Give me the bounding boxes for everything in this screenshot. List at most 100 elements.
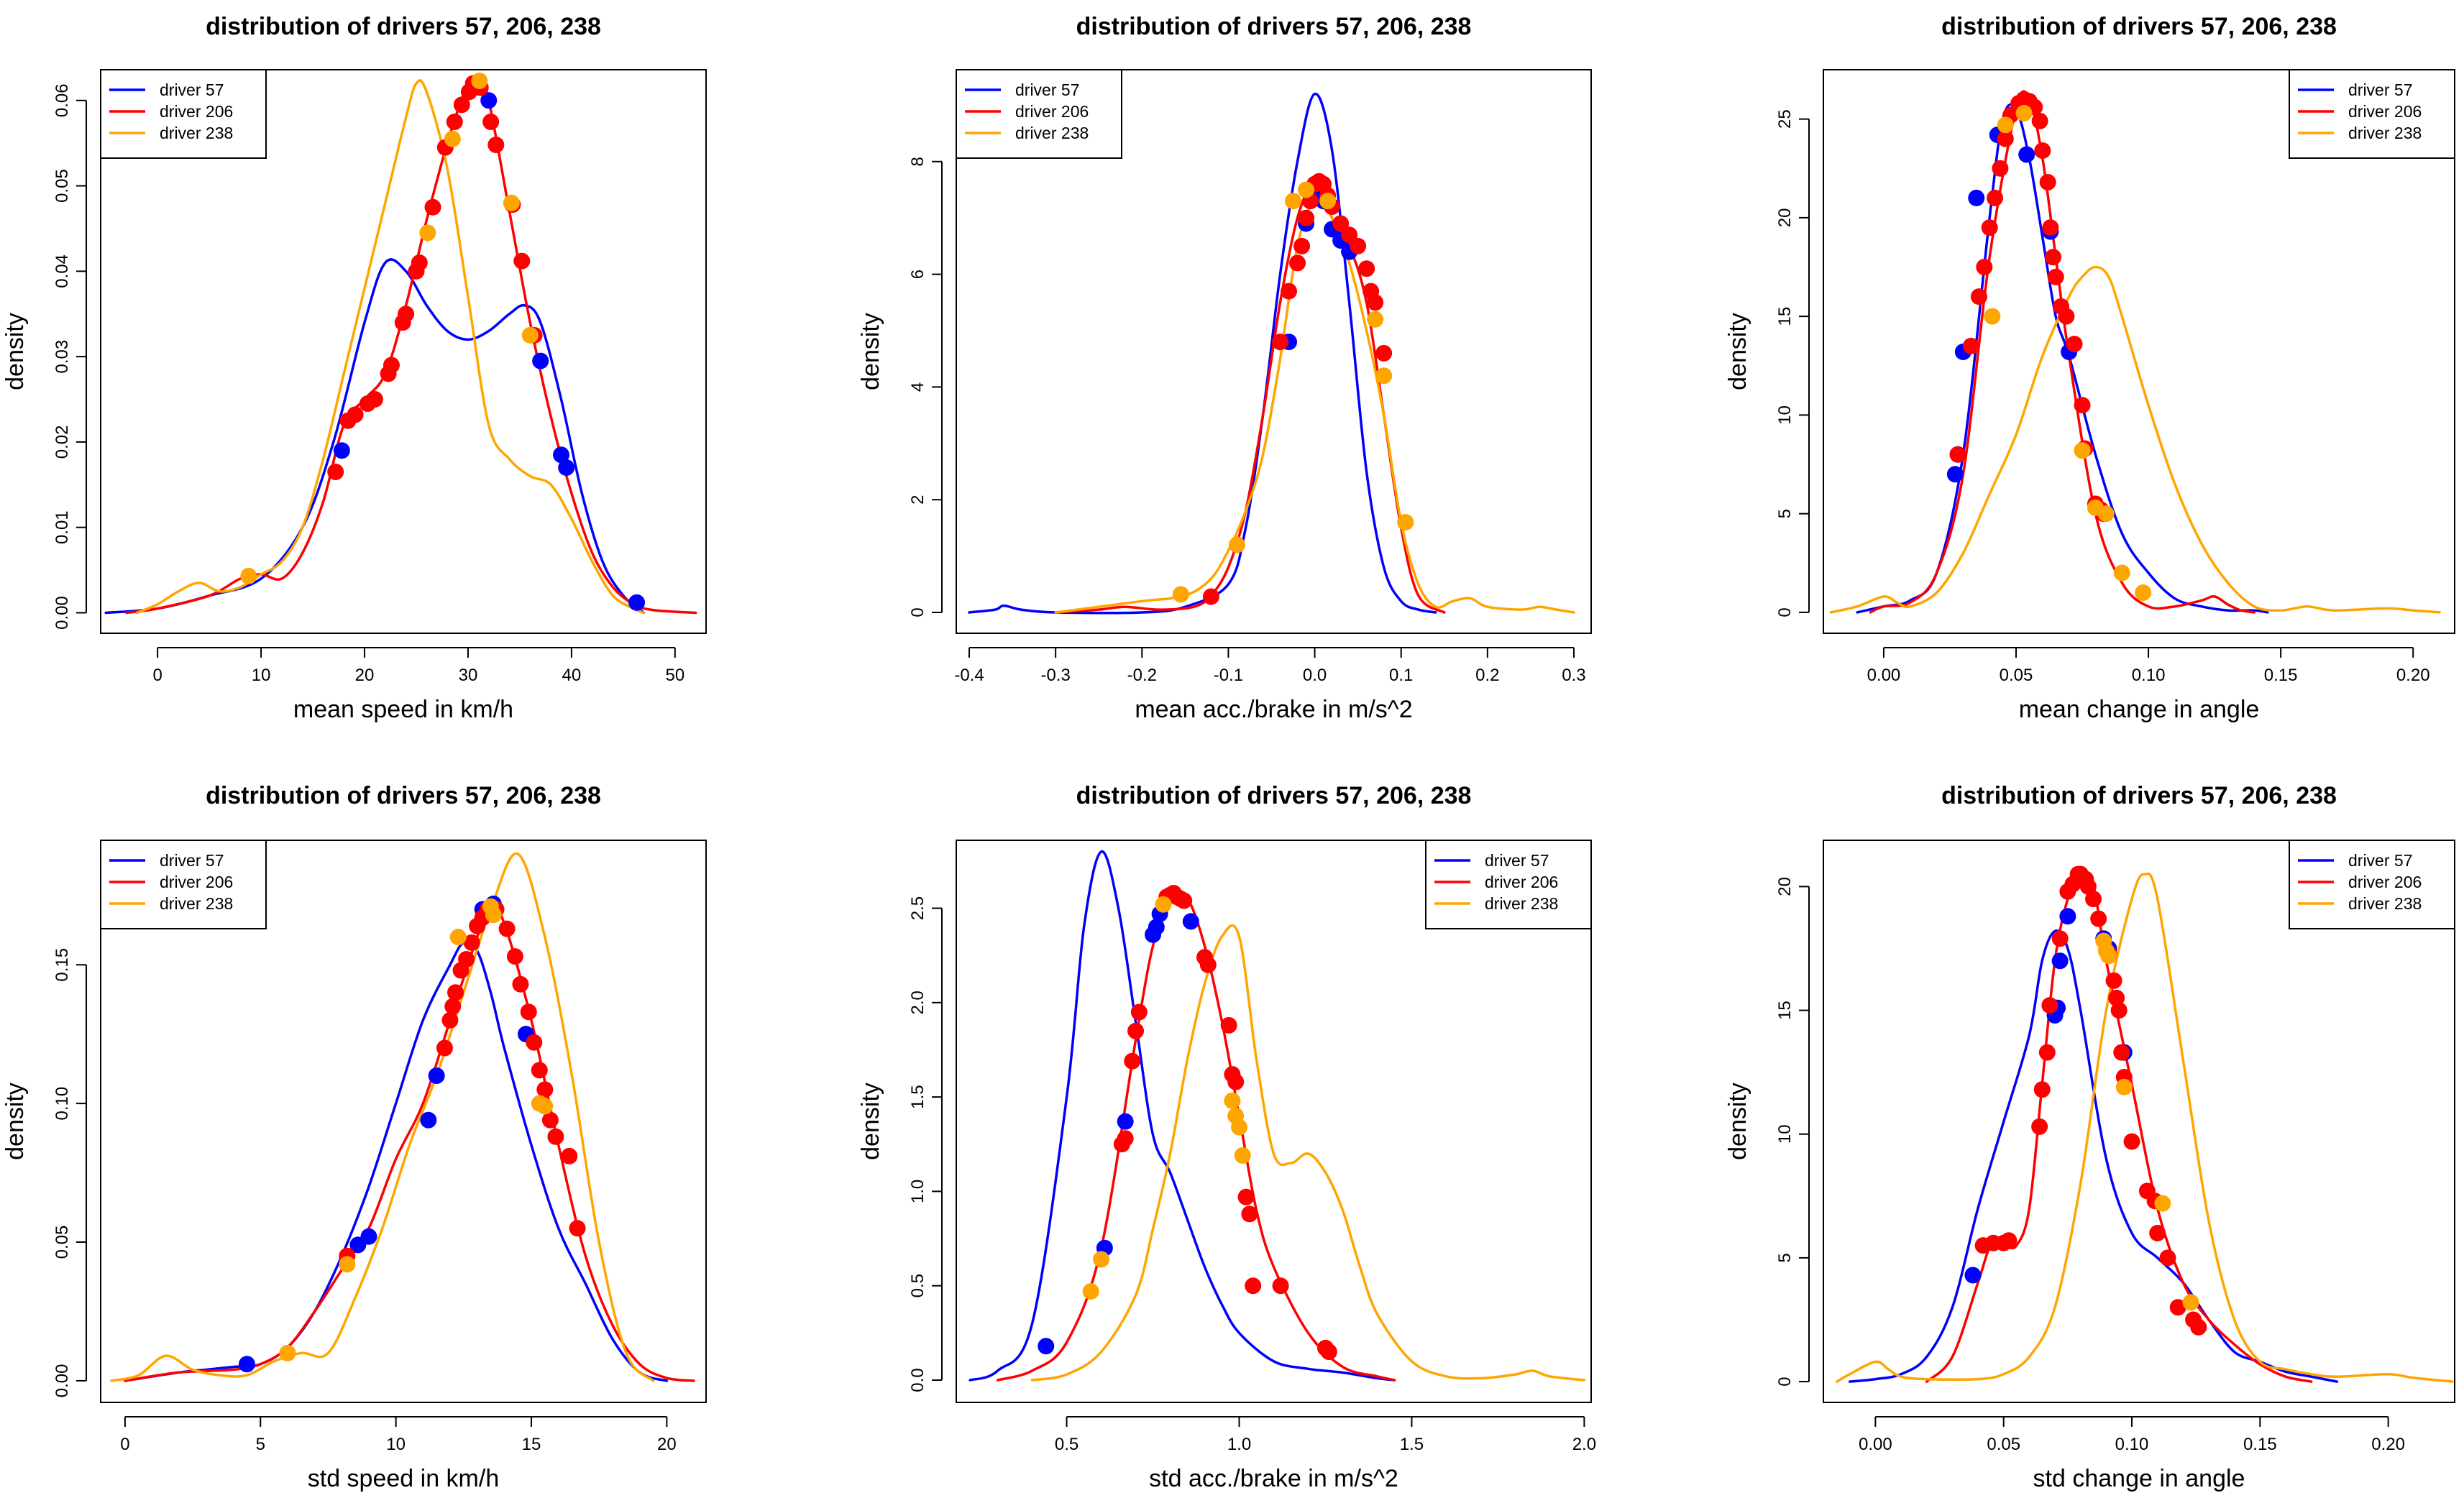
x-tick-label: 0.10: [2115, 1435, 2149, 1454]
data-point-driver-238: [2154, 1195, 2171, 1212]
data-point-driver-206: [2108, 989, 2125, 1006]
data-point-driver-206: [498, 920, 516, 937]
x-axis-label: std change in angle: [2033, 1465, 2245, 1492]
data-point-driver-206: [1117, 1130, 1134, 1147]
y-tick-label: 0.03: [52, 340, 72, 374]
plot-area: [110, 852, 695, 1382]
data-point-driver-206: [2038, 1044, 2056, 1061]
x-tick-label: -0.3: [1040, 666, 1070, 685]
data-point-driver-206: [1341, 226, 1358, 244]
data-point-driver-206: [1332, 215, 1350, 232]
y-tick-label: 0: [1775, 1377, 1795, 1386]
chart-panel-5: distribution of drivers 57, 206, 238 0.5 1…: [857, 782, 1596, 1492]
legend-label: driver 238: [2348, 124, 2422, 142]
data-point-driver-206: [2045, 249, 2062, 266]
data-point-driver-206: [482, 113, 500, 130]
data-point-driver-206: [1350, 237, 1367, 254]
data-point-driver-57: [1968, 189, 1985, 206]
y-tick-label: 10: [1775, 405, 1795, 425]
legend-label: driver 206: [2348, 873, 2422, 891]
x-tick-label: 0.10: [2132, 666, 2166, 685]
series-line-driver-206: [996, 891, 1396, 1382]
data-point-driver-206: [1358, 260, 1375, 277]
series-line-driver-238: [1829, 265, 2441, 614]
data-point-driver-206: [458, 951, 475, 968]
data-point-driver-238: [521, 326, 539, 344]
series-line-driver-57: [968, 92, 1437, 615]
y-tick-label: 0.05: [52, 169, 72, 203]
x-tick-label: 10: [386, 1435, 406, 1454]
y-axis: 0 5 10 15 20 25 density: [1724, 109, 1810, 617]
data-point-driver-238: [1172, 586, 1189, 603]
data-point-driver-206: [2079, 878, 2097, 895]
data-point-driver-206: [2113, 1044, 2130, 1061]
data-point-driver-206: [531, 1062, 548, 1079]
plot-area: [1829, 90, 2441, 614]
data-point-driver-206: [547, 1128, 564, 1145]
data-point-driver-238: [419, 224, 436, 242]
x-axis-label: mean speed in km/h: [293, 696, 513, 723]
data-point-driver-206: [1320, 1343, 1337, 1361]
y-tick-label: 1.0: [908, 1180, 928, 1203]
data-point-driver-206: [1981, 219, 1998, 236]
legend-box: [2289, 840, 2455, 929]
x-tick-label: 0.3: [1562, 666, 1585, 685]
x-axis-label: mean change in angle: [2019, 696, 2260, 723]
data-point-driver-57: [2018, 146, 2035, 163]
chart-title: distribution of drivers 57, 206, 238: [1076, 13, 1472, 40]
data-point-driver-206: [526, 1034, 543, 1051]
data-point-driver-206: [447, 984, 464, 1001]
chart-title: distribution of drivers 57, 206, 238: [206, 782, 601, 809]
x-tick-label: 30: [459, 666, 478, 685]
legend-label: driver 238: [160, 894, 233, 913]
data-point-driver-57: [1117, 1113, 1134, 1130]
data-point-driver-238: [1375, 367, 1393, 385]
data-point-driver-57: [558, 459, 575, 477]
x-tick-label: 0: [152, 666, 162, 685]
data-point-driver-206: [1987, 189, 2004, 206]
data-point-driver-206: [1976, 259, 1993, 276]
legend-label: driver 57: [2348, 851, 2412, 870]
legend-label: driver 57: [160, 851, 224, 870]
x-tick-label: 0.05: [1987, 1435, 2020, 1454]
series-line-driver-238: [135, 79, 646, 615]
data-point-driver-206: [2031, 112, 2048, 129]
data-point-driver-57: [1038, 1338, 1055, 1355]
y-axis: 0.0 0.5 1.0 1.5 2.0 2.5 density: [857, 896, 943, 1392]
data-point-driver-238: [2074, 442, 2091, 459]
legend-box: [2289, 69, 2455, 159]
data-point-driver-206: [1199, 956, 1217, 973]
data-point-driver-238: [1093, 1251, 1110, 1268]
data-point-driver-206: [2033, 1081, 2051, 1098]
data-point-driver-238: [2015, 104, 2033, 121]
data-point-driver-238: [279, 1344, 296, 1361]
plot-area: [1836, 865, 2454, 1383]
y-tick-label: 20: [1775, 877, 1795, 896]
data-point-driver-206: [2090, 910, 2107, 927]
data-point-driver-238: [485, 906, 502, 924]
data-point-driver-238: [1224, 1092, 1241, 1109]
series-line-driver-57: [968, 850, 1396, 1382]
legend-label: driver 206: [1015, 102, 1089, 121]
data-point-driver-206: [1367, 294, 1384, 311]
series-line-driver-206: [1054, 175, 1446, 614]
y-tick-label: 2.5: [908, 896, 928, 920]
series-line-driver-238: [1054, 198, 1575, 614]
data-point-driver-57: [1964, 1267, 1982, 1284]
data-point-driver-238: [449, 929, 467, 946]
x-axis: 0.5 1.0 1.5 2.0 std acc./brake in m/s^2: [1055, 1416, 1596, 1492]
legend-label: driver 206: [1485, 873, 1558, 891]
data-point-driver-206: [441, 1011, 459, 1029]
data-point-driver-57: [1148, 919, 1165, 936]
x-tick-label: 0.15: [2264, 666, 2298, 685]
series-line-driver-238: [1836, 872, 2454, 1383]
data-point-driver-57: [333, 442, 350, 459]
y-tick-label: 0.02: [52, 426, 72, 459]
data-point-driver-57: [428, 1067, 445, 1085]
y-tick-label: 2.0: [908, 991, 928, 1014]
y-axis-label: density: [1724, 313, 1751, 390]
legend-label: driver 57: [1015, 81, 1079, 99]
data-point-driver-238: [339, 1256, 356, 1273]
data-point-driver-206: [1237, 1188, 1255, 1205]
y-tick-label: 2: [908, 495, 928, 505]
